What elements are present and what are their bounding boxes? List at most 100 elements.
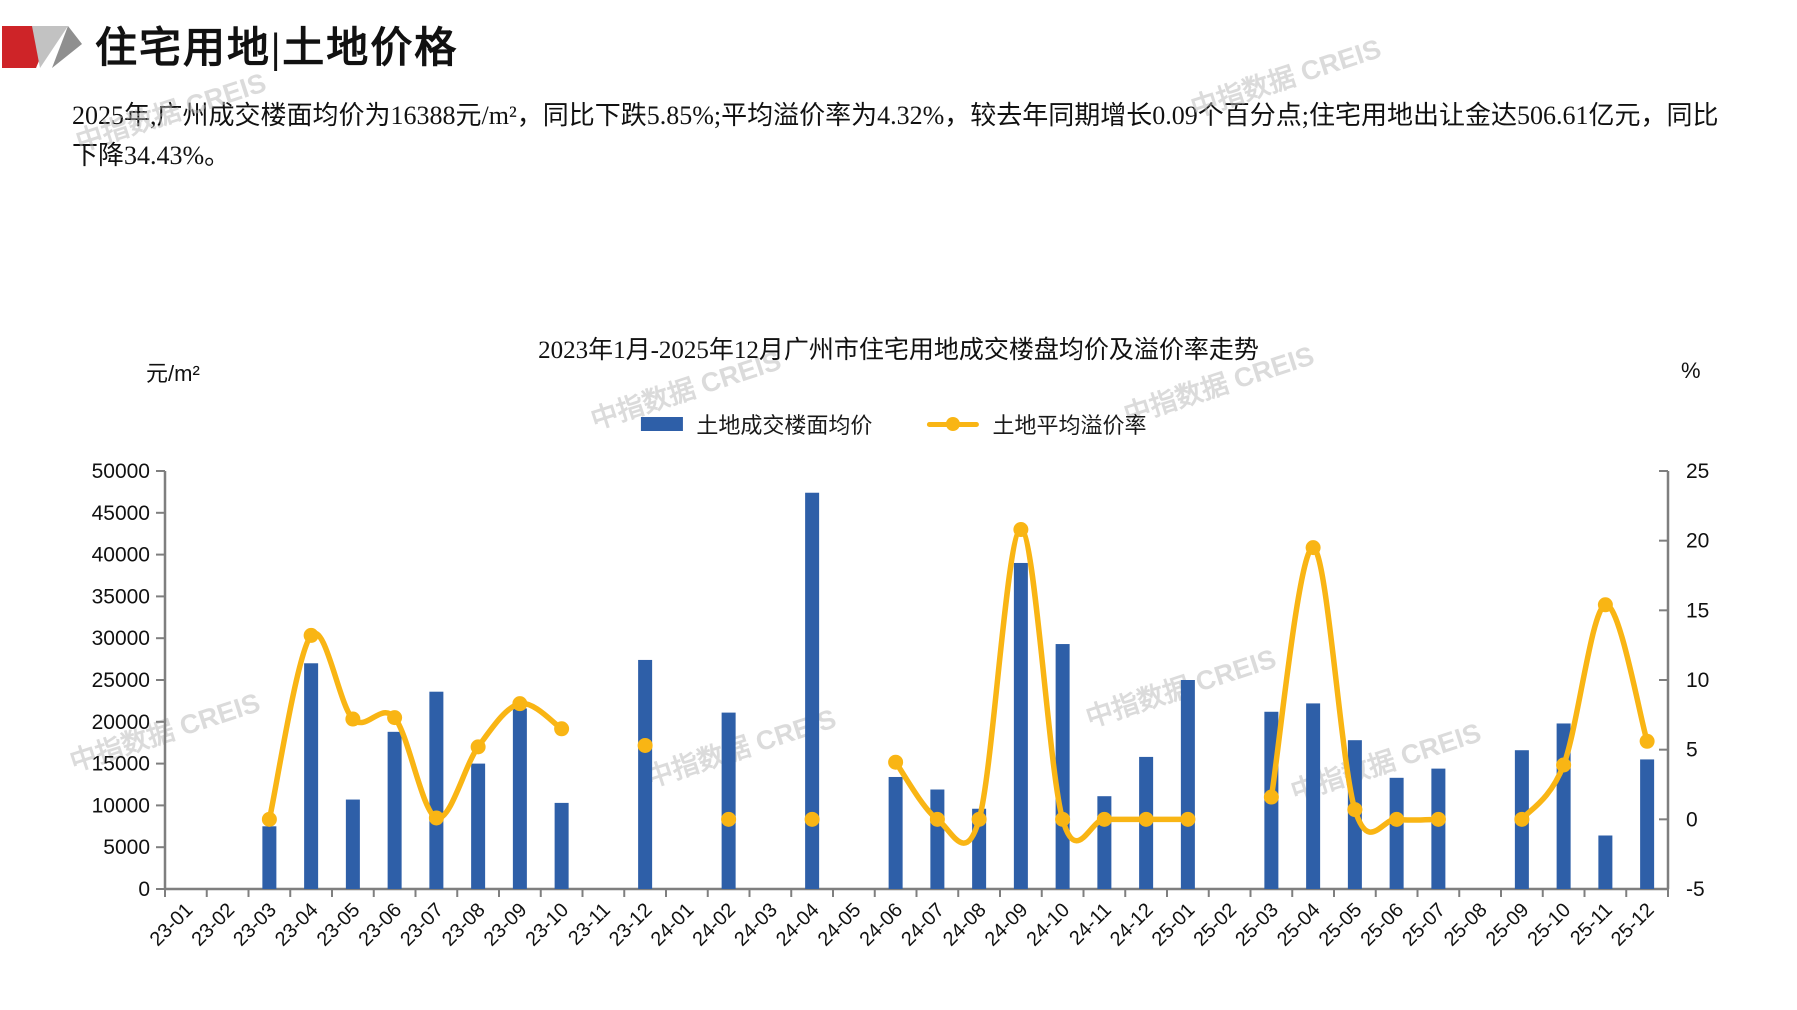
- x-axis-label: 24-09: [981, 899, 1033, 951]
- summary-text: 2025年,广州成交楼面均价为16388元/m²，同比下跌5.85%;平均溢价率…: [72, 101, 1719, 171]
- legend-line-swatch: [926, 416, 979, 432]
- legend-bar-label: 土地成交楼面均价: [696, 413, 873, 438]
- marker-25-06: [1389, 811, 1405, 827]
- marker-23-07: [428, 810, 444, 826]
- x-axis-label: 25-12: [1607, 899, 1659, 951]
- bar-24-04: [805, 492, 820, 889]
- bar-25-04: [1306, 703, 1321, 889]
- x-axis-label: 23-02: [187, 899, 239, 951]
- x-axis-label: 23-04: [271, 899, 323, 951]
- x-axis-label: 25-08: [1440, 899, 1492, 951]
- x-axis-label: 23-05: [313, 899, 365, 951]
- bar-23-05: [345, 799, 360, 889]
- chart-title: 2023年1月-2025年12月广州市住宅用地成交楼盘均价及溢价率走势: [538, 337, 1259, 364]
- marker-24-09: [1013, 522, 1029, 538]
- marker-23-12: [637, 737, 653, 753]
- marker-24-11: [1096, 811, 1112, 827]
- legend-bar-swatch: [640, 417, 683, 431]
- x-axis-label: 25-06: [1356, 899, 1408, 951]
- legend-line-label: 土地平均溢价率: [992, 413, 1147, 438]
- left-tick-label: 0: [138, 878, 150, 901]
- marker-23-10: [554, 721, 570, 737]
- x-axis-label: 25-03: [1231, 899, 1283, 951]
- bar-24-09: [1013, 562, 1028, 889]
- x-axis-label: 25-07: [1398, 899, 1450, 951]
- marker-23-09: [512, 696, 528, 712]
- bar-23-04: [304, 663, 319, 889]
- premium-line-segment: [892, 526, 1191, 846]
- left-tick-label: 50000: [92, 460, 150, 483]
- x-axis-label: 23-01: [146, 899, 198, 951]
- marker-25-12: [1639, 733, 1655, 749]
- marker-25-04: [1305, 540, 1321, 556]
- marker-24-10: [1055, 811, 1071, 827]
- x-axis-label: 23-08: [438, 899, 490, 951]
- bar-23-12: [638, 659, 653, 889]
- x-axis-label: 24-07: [897, 899, 949, 951]
- x-axis-label: 23-11: [564, 899, 615, 950]
- marker-24-12: [1138, 811, 1154, 827]
- bar-24-06: [888, 776, 903, 889]
- left-tick-label: 25000: [92, 669, 150, 692]
- bar-23-08: [471, 763, 486, 889]
- marker-25-09: [1514, 811, 1530, 827]
- marker-24-06: [888, 754, 904, 770]
- bar-23-07: [429, 691, 444, 889]
- left-tick-label: 20000: [92, 711, 150, 734]
- right-tick-label: 25: [1686, 460, 1709, 483]
- x-axis-label: 24-11: [1065, 899, 1116, 950]
- marker-23-06: [387, 710, 403, 726]
- x-axis-label: 25-05: [1315, 899, 1367, 951]
- marker-25-05: [1347, 802, 1363, 818]
- x-axis-label: 25-11: [1566, 899, 1617, 950]
- x-axis-label: 24-03: [730, 899, 782, 951]
- bar-23-03: [262, 826, 277, 889]
- page-title: 住宅用地|土地价格: [95, 26, 459, 72]
- bar-25-07: [1431, 768, 1446, 889]
- x-axis-label: 25-01: [1148, 899, 1200, 951]
- marker-25-10: [1556, 757, 1572, 773]
- right-axis-unit-label: %: [1681, 358, 1701, 383]
- marker-25-11: [1597, 597, 1613, 613]
- marker-23-05: [345, 711, 361, 727]
- right-tick-label: 0: [1686, 808, 1698, 831]
- marker-25-07: [1430, 811, 1446, 827]
- marker-23-03: [261, 811, 277, 827]
- x-axis-label: 23-10: [521, 899, 573, 951]
- bar-25-06: [1389, 777, 1404, 889]
- x-axis-label: 24-01: [647, 899, 699, 951]
- right-tick-label: 15: [1686, 599, 1709, 622]
- x-axis-label: 25-04: [1273, 899, 1325, 951]
- left-tick-label: 35000: [92, 585, 150, 608]
- logo-gray-dark-shape: [52, 26, 82, 68]
- left-axis-unit-label: 元/m²: [146, 361, 200, 386]
- bar-25-12: [1640, 759, 1655, 889]
- x-axis-label: 24-08: [939, 899, 991, 951]
- logo: [2, 26, 82, 68]
- x-axis-label: 23-12: [605, 899, 657, 951]
- bar-23-06: [387, 731, 402, 889]
- logo-gray-light-shape: [32, 26, 68, 68]
- right-tick-label: 10: [1686, 669, 1709, 692]
- right-tick-label: -5: [1686, 878, 1705, 901]
- left-tick-label: 45000: [92, 502, 150, 525]
- x-axis-label: 24-12: [1106, 899, 1158, 951]
- marker-23-08: [470, 739, 486, 755]
- right-tick-label: 5: [1686, 739, 1698, 762]
- x-axis-label: 23-03: [229, 899, 281, 951]
- left-tick-label: 40000: [92, 544, 150, 567]
- bar-24-02: [721, 712, 736, 889]
- x-axis-label: 25-02: [1189, 899, 1241, 951]
- chart-legend: 土地成交楼面均价 土地平均溢价率: [640, 408, 1146, 440]
- marker-25-01: [1180, 811, 1196, 827]
- bar-24-11: [1097, 796, 1112, 889]
- marker-24-07: [929, 811, 945, 827]
- left-tick-label: 5000: [103, 836, 150, 859]
- left-tick-label: 30000: [92, 627, 150, 650]
- x-axis-label: 23-09: [480, 899, 532, 951]
- left-tick-label: 10000: [92, 794, 150, 817]
- x-axis-label: 25-09: [1482, 899, 1534, 951]
- bar-24-07: [930, 789, 945, 889]
